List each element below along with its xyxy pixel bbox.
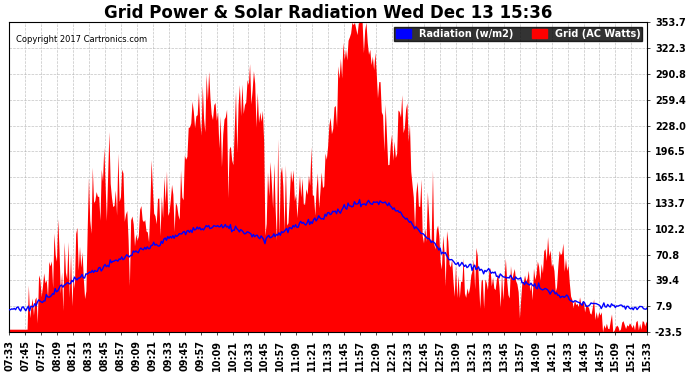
Title: Grid Power & Solar Radiation Wed Dec 13 15:36: Grid Power & Solar Radiation Wed Dec 13 … [104, 4, 553, 22]
Text: Copyright 2017 Cartronics.com: Copyright 2017 Cartronics.com [16, 35, 147, 44]
Legend: Radiation (w/m2), Grid (AC Watts): Radiation (w/m2), Grid (AC Watts) [394, 27, 642, 41]
